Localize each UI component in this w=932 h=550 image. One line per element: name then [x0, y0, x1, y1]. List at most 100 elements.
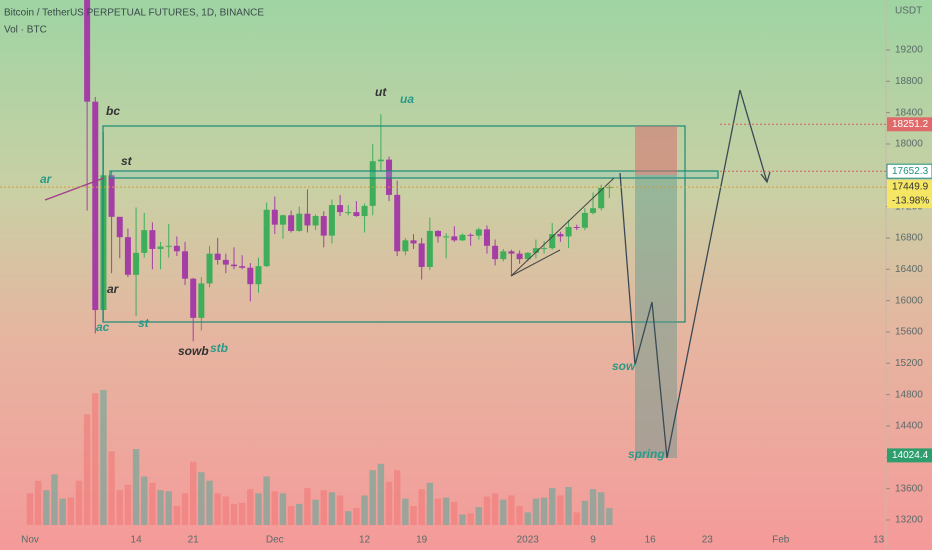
- volume-bar: [279, 493, 287, 525]
- projection-path: [619, 89, 768, 459]
- annotation: sowb: [178, 344, 209, 358]
- volume-bar: [247, 489, 254, 525]
- volume-bar: [467, 513, 474, 525]
- chart-title: Bitcoin / TetherUS PERPETUAL FUTURES, 1D…: [4, 8, 264, 19]
- candle-body: [328, 205, 335, 236]
- candle-body: [247, 267, 254, 285]
- volume-bar: [296, 503, 303, 525]
- volume-bar: [524, 512, 531, 525]
- change-label-box: [887, 194, 932, 209]
- x-tick-label: 23: [702, 535, 714, 546]
- volume-bar: [483, 496, 491, 525]
- candle-body: [214, 253, 221, 260]
- x-tick-label: Dec: [266, 535, 284, 546]
- annotation: ut: [375, 85, 387, 99]
- volume-bar: [328, 492, 336, 525]
- volume-bar: [165, 491, 172, 525]
- y-axis-label: USDT: [895, 6, 922, 17]
- candle-body: [377, 159, 384, 162]
- volume-bar: [410, 506, 417, 525]
- volume-bar: [34, 480, 42, 525]
- candle-body: [451, 236, 458, 241]
- y-tick-label: 18800: [895, 76, 923, 87]
- y-tick-label: 15600: [895, 327, 923, 338]
- volume-bar: [320, 490, 327, 525]
- candle-body: [222, 259, 229, 265]
- annotation: st: [138, 316, 150, 330]
- volume-bar: [573, 512, 580, 525]
- price-label-box: [886, 163, 932, 179]
- candle-body: [279, 215, 286, 225]
- candle-body: [337, 205, 344, 213]
- x-tick-label: 9: [590, 535, 596, 546]
- volume-bar: [581, 500, 589, 525]
- candle-body: [590, 208, 597, 213]
- volume-bar: [116, 490, 123, 525]
- volume-bar: [459, 514, 466, 525]
- change-label: -13.98%: [892, 196, 929, 207]
- candle-body: [532, 248, 539, 253]
- volume-bar: [565, 487, 572, 525]
- price-label: 14024.4: [892, 450, 929, 461]
- x-tick-label: 12: [359, 535, 371, 546]
- y-tick-label: 18400: [895, 107, 923, 118]
- candle-body: [418, 243, 425, 267]
- candle-body: [84, 0, 91, 102]
- candle-body: [92, 101, 99, 311]
- volume-bar: [598, 492, 605, 525]
- candle-body: [141, 230, 148, 253]
- candle-body: [394, 194, 401, 252]
- volume-bar: [206, 480, 213, 525]
- volume-bar: [434, 498, 442, 525]
- volume-bar: [92, 393, 99, 525]
- volume-bar: [508, 495, 515, 525]
- candle-body: [304, 213, 311, 226]
- y-tick-label: 18000: [895, 139, 923, 150]
- x-tick-label: 19: [416, 535, 428, 546]
- price-label: 17449.9: [892, 182, 929, 193]
- candle-body: [320, 216, 327, 236]
- candle-body: [516, 253, 523, 260]
- volume-bar: [83, 414, 91, 525]
- volume-bar: [549, 488, 556, 525]
- price-labels: 18251.2 17652.3 17449.9 -13.98% 14024.4: [0, 117, 932, 463]
- range-box: [102, 125, 686, 323]
- volume-bar: [132, 449, 140, 525]
- y-tick-label: 13600: [895, 483, 923, 494]
- volume-bar: [426, 482, 434, 525]
- y-tick-label: 19200: [895, 45, 923, 56]
- volume-bar: [442, 497, 450, 525]
- volume-bar: [26, 493, 34, 525]
- volume-bar: [214, 493, 221, 525]
- candle-body: [255, 266, 262, 285]
- volume-bar: [500, 499, 507, 525]
- reward-zone: [635, 175, 677, 458]
- volume-bar: [353, 508, 360, 525]
- volume-bar: [190, 461, 197, 525]
- candle-body: [573, 227, 580, 229]
- x-tick-label: Feb: [772, 535, 790, 546]
- annotation: stb: [210, 341, 228, 355]
- volume-bar: [173, 506, 181, 525]
- volume-bar: [304, 488, 311, 525]
- candle-body: [108, 175, 115, 217]
- volume-bar: [345, 511, 352, 525]
- trend-line: [510, 249, 561, 277]
- candle-body: [231, 264, 237, 267]
- candle-body: [149, 230, 156, 249]
- price-label: 18251.2: [892, 119, 929, 130]
- chart-subtitle: Vol · BTC: [4, 25, 47, 36]
- candle-body: [410, 240, 417, 244]
- price-label-box: [887, 180, 932, 195]
- volume-bar: [516, 506, 523, 525]
- volume-bar: [75, 480, 83, 525]
- candle-body: [239, 266, 246, 268]
- volume-bar: [606, 508, 613, 525]
- price-label: 17652.3: [892, 166, 929, 177]
- candle-body: [386, 159, 393, 195]
- candle-body: [483, 229, 490, 246]
- x-tick-label: 2023: [517, 535, 540, 546]
- volume-bar: [589, 489, 597, 525]
- candle-body: [133, 252, 140, 275]
